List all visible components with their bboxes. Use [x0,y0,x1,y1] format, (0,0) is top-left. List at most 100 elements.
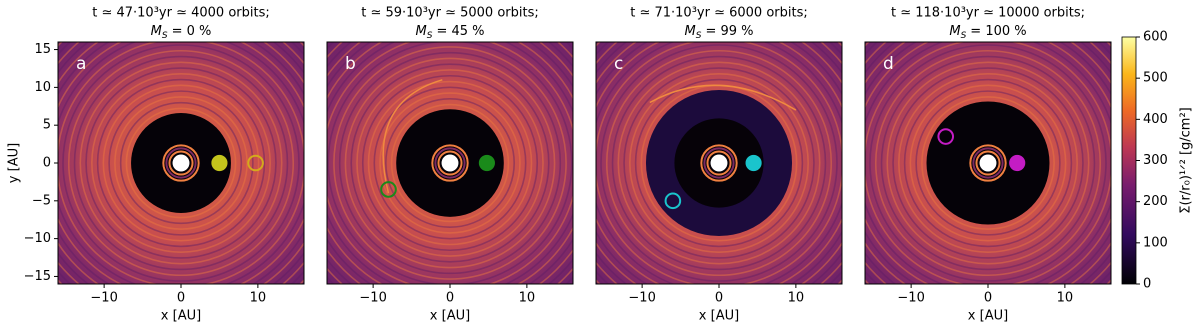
colorbar-tick-label: 0 [1143,277,1151,292]
panel-label: d [883,54,894,74]
x-tick-label: 0 [446,291,454,306]
ms-subscript: S [427,31,433,41]
planet [664,192,682,210]
y-tick-label: 5 [43,118,51,133]
inner-ring [165,147,197,179]
ring [62,44,300,282]
inner-ring [975,150,1001,176]
star [441,154,459,172]
x-tick-label: −10 [897,291,924,306]
ring [623,67,815,259]
disk-image [865,42,1111,284]
ms-value: = 45 % [436,24,484,39]
x-tick-label: 10 [788,291,805,306]
title-mass: MS = 0 % [151,24,212,41]
ring [390,103,510,223]
ring [333,46,567,280]
x-tick-label: −10 [359,291,386,306]
y-tick-label: 15 [34,42,51,57]
ms-symbol: M [151,24,162,39]
ring [617,61,821,265]
star [172,154,190,172]
ring [385,98,515,228]
ms-subscript: S [696,31,702,41]
planet [1009,154,1026,172]
x-tick-label: −10 [628,291,655,306]
ring [102,84,260,242]
inner-ring [168,150,194,176]
panel-label: c [614,54,623,74]
inner-ring [969,144,1007,182]
ring [915,90,1061,236]
ring [909,84,1067,242]
colorbar-tick-label: 300 [1143,153,1168,168]
ring [903,78,1073,248]
ring [119,101,243,225]
x-label: x [AU] [699,309,739,324]
ms-symbol: M [416,24,427,39]
inner-ring [703,147,735,179]
star [710,154,728,172]
title-mass: MS = 99 % [685,24,754,41]
x-label: x [AU] [161,309,201,324]
disk-image [596,42,842,284]
x-tick-label: 0 [715,291,723,306]
y-label: y [AU] [7,143,22,183]
colorbar-tick-label: 100 [1143,235,1168,250]
ring [73,55,289,271]
ring [338,51,562,275]
inner-ring [431,144,469,182]
title: t ≃ 118·10³yr ≃ 10000 orbits; [891,6,1085,21]
planet [745,154,762,172]
planet [478,154,495,172]
y-tick-label: 10 [34,80,51,95]
ring [356,69,544,257]
colorbar-tick-label: 600 [1143,30,1168,45]
x-tick-label: 0 [177,291,185,306]
x-tick-label: 0 [984,291,992,306]
star [979,154,997,172]
panel-label: b [345,54,356,74]
colorbar-label: Σ(r/r₀)¹ᐟ² [g/cm²] [1179,107,1194,214]
ring [114,96,248,230]
colorbar-tick-label: 200 [1143,194,1168,209]
ms-symbol: M [949,24,960,39]
ring [344,57,556,269]
ring [108,90,254,236]
ring [91,73,271,253]
ring [611,55,827,271]
colorbar [1121,36,1137,285]
ms-symbol: M [685,24,696,39]
x-label: x [AU] [968,309,1008,324]
ring [350,63,550,263]
colorbar-tick-label: 500 [1143,71,1168,86]
y-tick-label: −15 [24,269,51,284]
ring [96,78,266,248]
ms-subscript: S [961,31,967,41]
ring [67,49,295,277]
disk-image [327,42,573,284]
ms-value: = 99 % [705,24,753,39]
y-tick-label: −5 [32,193,51,208]
ring [880,55,1096,271]
title: t ≃ 59·10³yr ≃ 5000 orbits; [361,6,539,21]
ring [886,61,1090,265]
colorbar-tick-label: 400 [1143,112,1168,127]
spiral-arm [649,84,797,111]
inner-ring [162,144,200,182]
ring [921,96,1055,230]
ring [373,86,527,240]
ring [379,92,521,234]
y-tick-label: 0 [43,156,51,171]
ring [869,44,1107,282]
ms-subscript: S [162,31,168,41]
x-tick-label: −10 [90,291,117,306]
inner-ring [972,147,1004,179]
x-tick-label: 10 [519,291,536,306]
title-mass: MS = 100 % [949,24,1026,41]
ring [125,107,237,219]
ring [361,74,539,252]
ring [629,73,809,253]
inner-ring [437,150,463,176]
planet [247,154,264,172]
